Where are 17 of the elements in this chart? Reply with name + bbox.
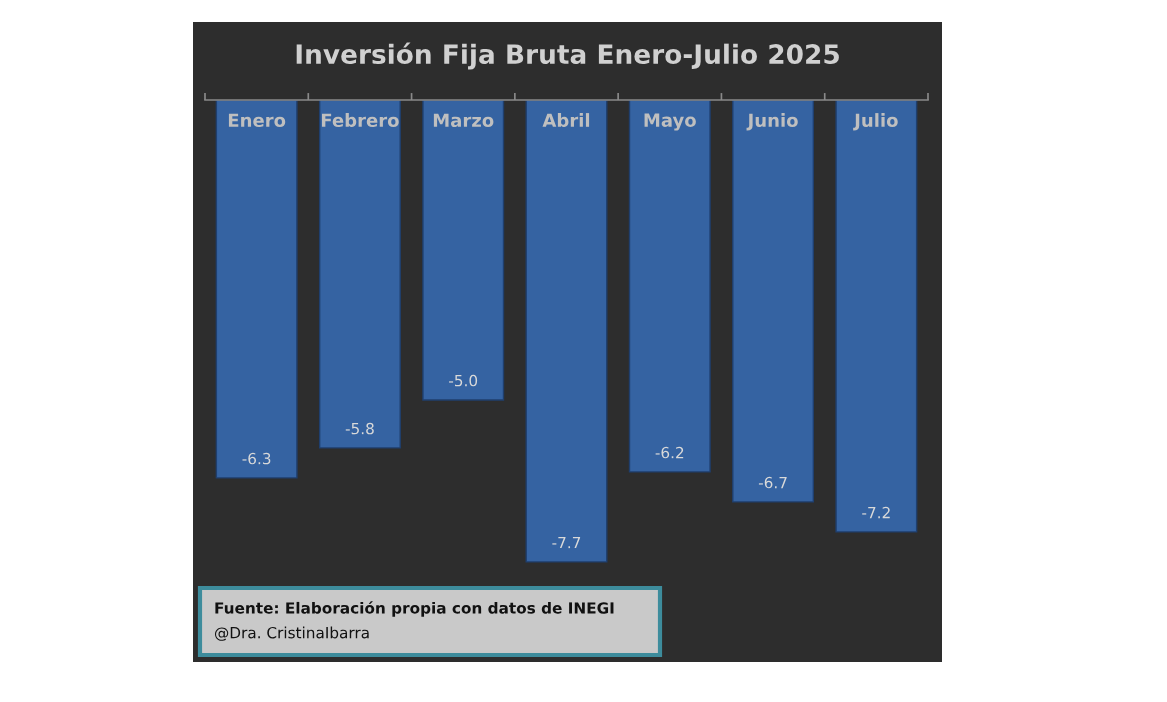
data-label: -6.7 — [758, 476, 787, 489]
source-note: Fuente: Elaboración propia con datos de INEGI — [215, 601, 614, 617]
data-label: -7.2 — [862, 506, 890, 519]
x-tick-label: Junio — [746, 113, 798, 131]
x-tick-label: Abril — [542, 113, 590, 128]
x-tick-label: Mayo — [644, 113, 696, 131]
chart-title: Inversión Fija Bruta Enero-Julio 2025 — [296, 42, 839, 70]
x-tick-label: Febrero — [321, 113, 399, 128]
data-label: -6.2 — [655, 446, 684, 459]
x-tick-label: Marzo — [433, 113, 494, 128]
x-tick-label: Enero — [228, 113, 286, 128]
data-label: -5.0 — [449, 374, 478, 387]
data-label: -7.7 — [552, 536, 581, 549]
data-label: -6.3 — [242, 452, 271, 465]
data-label: -5.8 — [345, 422, 374, 435]
x-tick-label: Julio — [853, 113, 898, 131]
text: @Dra. CristinaIbarra — [215, 626, 369, 641]
